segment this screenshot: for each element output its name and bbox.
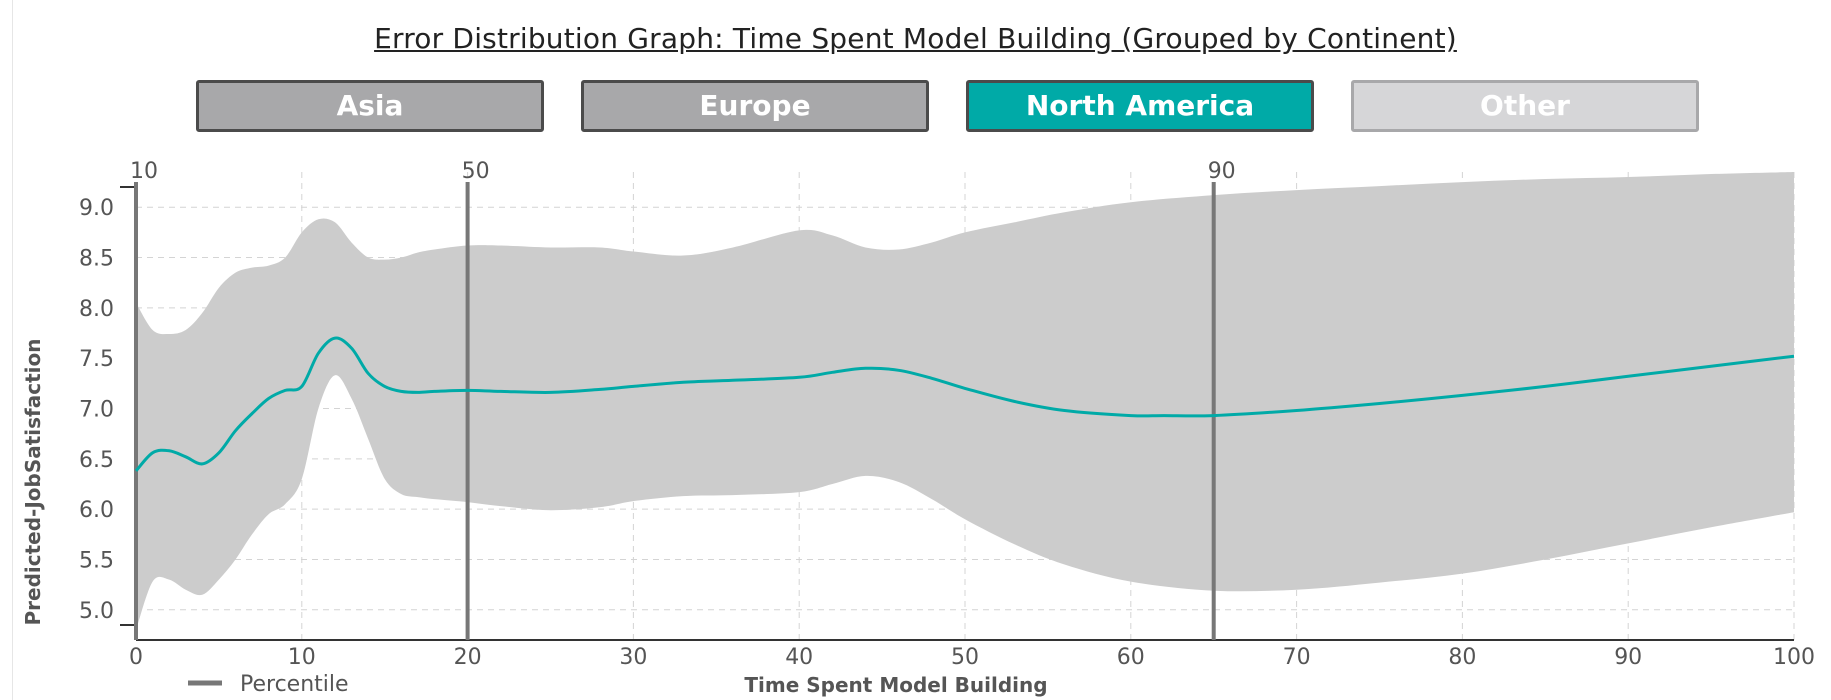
chart-title: Error Distribution Graph: Time Spent Mod…: [374, 22, 1457, 55]
percentile-label-10: 10: [130, 159, 158, 184]
percentile-label-90: 90: [1208, 159, 1236, 184]
x-tick-label-2: 20: [454, 645, 482, 670]
group-button-other[interactable]: Other: [1351, 80, 1699, 132]
y-tick-label-1: 5.5: [79, 548, 114, 573]
mean-line: [134, 336, 1795, 472]
percentile-label-50: 50: [462, 159, 490, 184]
error-band: [136, 172, 1794, 630]
y-axis-title: Predicted-JobSatisfaction: [21, 338, 45, 625]
y-tick-labels: 5.0 5.5 6.0 6.5 7.0 7.5 8.0 8.5 9.0: [79, 196, 114, 624]
group-button-north-america[interactable]: North America: [966, 80, 1314, 132]
x-tick-label-5: 50: [951, 645, 979, 670]
y-tick-label-2: 6.0: [79, 498, 114, 523]
x-axis-title: Time Spent Model Building: [744, 673, 1047, 697]
percentile-lines: 10 50 90: [130, 159, 1236, 640]
x-tick-label-1: 10: [288, 645, 316, 670]
group-button-europe[interactable]: Europe: [581, 80, 929, 132]
x-tick-label-7: 70: [1283, 645, 1311, 670]
y-tick-label-4: 7.0: [79, 398, 114, 423]
continent-group-buttons: Asia Europe North America Other: [0, 80, 1831, 134]
y-tick-label-8: 9.0: [79, 196, 114, 221]
y-tick-label-6: 8.0: [79, 297, 114, 322]
y-tick-label-7: 8.5: [79, 247, 114, 272]
legend: Percentile: [188, 672, 349, 697]
x-tick-label-6: 60: [1117, 645, 1145, 670]
x-tick-label-0: 0: [129, 645, 143, 670]
y-axis-line: [120, 186, 137, 626]
x-tick-label-4: 40: [785, 645, 813, 670]
x-tick-label-8: 80: [1448, 645, 1476, 670]
y-tick-label-0: 5.0: [79, 599, 114, 624]
y-tick-label-5: 7.5: [79, 347, 114, 372]
x-tick-label-10: 100: [1773, 645, 1815, 670]
page-edge-rule: [12, 0, 13, 700]
x-tick-label-3: 30: [619, 645, 647, 670]
x-tick-labels: 0 10 20 30 40 50 60 70 80 90 100: [129, 645, 1815, 670]
legend-label-percentile: Percentile: [240, 672, 349, 697]
y-tick-label-3: 6.5: [79, 448, 114, 473]
x-tick-label-9: 90: [1614, 645, 1642, 670]
group-button-asia[interactable]: Asia: [196, 80, 544, 132]
